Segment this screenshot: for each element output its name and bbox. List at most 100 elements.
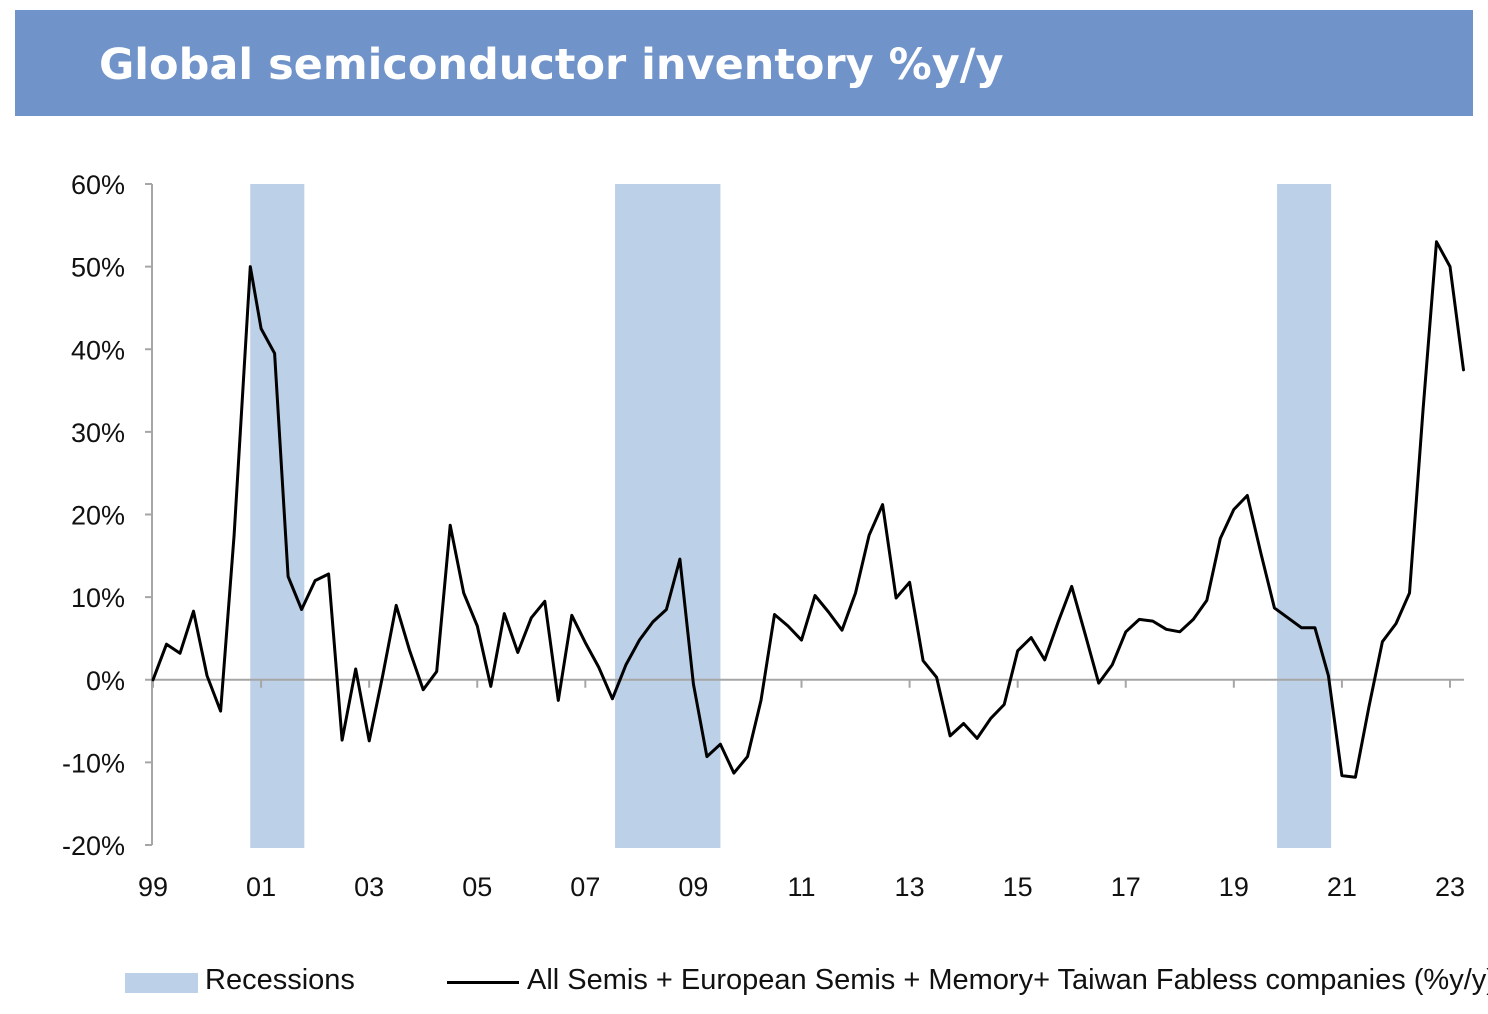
data-point [192,610,195,613]
data-point [179,652,182,655]
data-point [462,592,465,595]
data-point [827,611,830,614]
data-point [597,666,600,669]
data-point [449,524,452,527]
legend-recessions-swatch [125,973,198,993]
data-point [543,600,546,603]
x-tick-label: 21 [1327,872,1357,902]
data-point [814,594,817,597]
data-point [1138,618,1141,621]
data-point [1435,240,1438,243]
data-point [341,739,344,742]
data-point [1205,599,1208,602]
data-point [1043,658,1046,661]
data-point [219,710,222,713]
data-point [1057,620,1060,623]
data-point [760,699,763,702]
data-point [746,755,749,758]
axes [145,183,1464,846]
data-point [1340,774,1343,777]
data-point [1192,618,1195,621]
data-point [1111,663,1114,666]
x-tick-label: 23 [1435,872,1465,902]
data-point [584,641,587,644]
data-point [935,676,938,679]
data-point [881,503,884,506]
data-point [206,674,209,677]
data-point [1408,592,1411,595]
data-point [1030,636,1033,639]
data-point [732,772,735,775]
data-point [787,625,790,628]
y-tick-label: -20% [62,831,125,861]
series-layer [151,240,1465,779]
data-point [705,755,708,758]
data-point [1084,633,1087,636]
data-point [1449,265,1452,268]
data-point [611,697,614,700]
data-point [1462,368,1465,371]
data-point [530,616,533,619]
y-tick-label: 60% [71,170,125,200]
recession-band-1 [250,184,305,848]
data-point [773,613,776,616]
data-point [1246,494,1249,497]
data-point [1259,552,1262,555]
data-point [165,643,168,646]
data-point [868,534,871,537]
data-point [273,352,276,355]
data-point [908,581,911,584]
data-point [1097,682,1100,685]
data-point [249,265,252,268]
data-point [638,639,641,642]
data-point [1070,585,1073,588]
data-point [314,579,317,582]
data-point [557,699,560,702]
data-point [287,575,290,578]
data-point [962,722,965,725]
recession-bands [250,184,1332,848]
data-point [381,674,384,677]
data-point [651,620,654,623]
recession-band-3 [1277,184,1332,848]
y-axis-tick-labels: 60% 50% 40% 30% 20% 10% 0% -10% -20% [62,170,125,861]
data-point [1286,616,1289,619]
data-point [476,625,479,628]
chart-title: Global semiconductor inventory %y/y [99,40,1004,90]
y-tick-label: 20% [71,501,125,531]
data-point [233,534,236,537]
data-point [1354,776,1357,779]
data-point [1273,606,1276,609]
data-point [1219,537,1222,540]
data-point [989,717,992,720]
x-tick-label: 19 [1219,872,1249,902]
x-tick-label: 07 [570,872,600,902]
y-tick-label: -10% [62,748,125,778]
data-point [1232,508,1235,511]
data-point [1422,409,1425,412]
data-point [922,659,925,662]
data-point [300,608,303,611]
data-point [260,327,263,330]
data-point [665,608,668,611]
data-point [408,649,411,652]
data-point [678,558,681,561]
data-point [1395,622,1398,625]
data-point [570,614,573,617]
data-point [1016,649,1019,652]
series-line-1 [151,240,1465,779]
data-point [854,592,857,595]
x-tick-label: 13 [895,872,925,902]
y-tick-label: 40% [71,335,125,365]
data-point [503,612,506,615]
data-point [152,678,155,681]
x-axis-tick-labels: 99 01 03 05 07 09 11 13 15 17 19 21 23 [138,872,1465,902]
data-point [1003,703,1006,706]
legend: Recessions All Semis + European Semis + … [0,955,1488,1010]
data-point [719,743,722,746]
data-point [1300,626,1303,629]
data-point [1381,640,1384,643]
data-point [1124,630,1127,633]
x-tick-label: 09 [678,872,708,902]
data-point [327,573,330,576]
